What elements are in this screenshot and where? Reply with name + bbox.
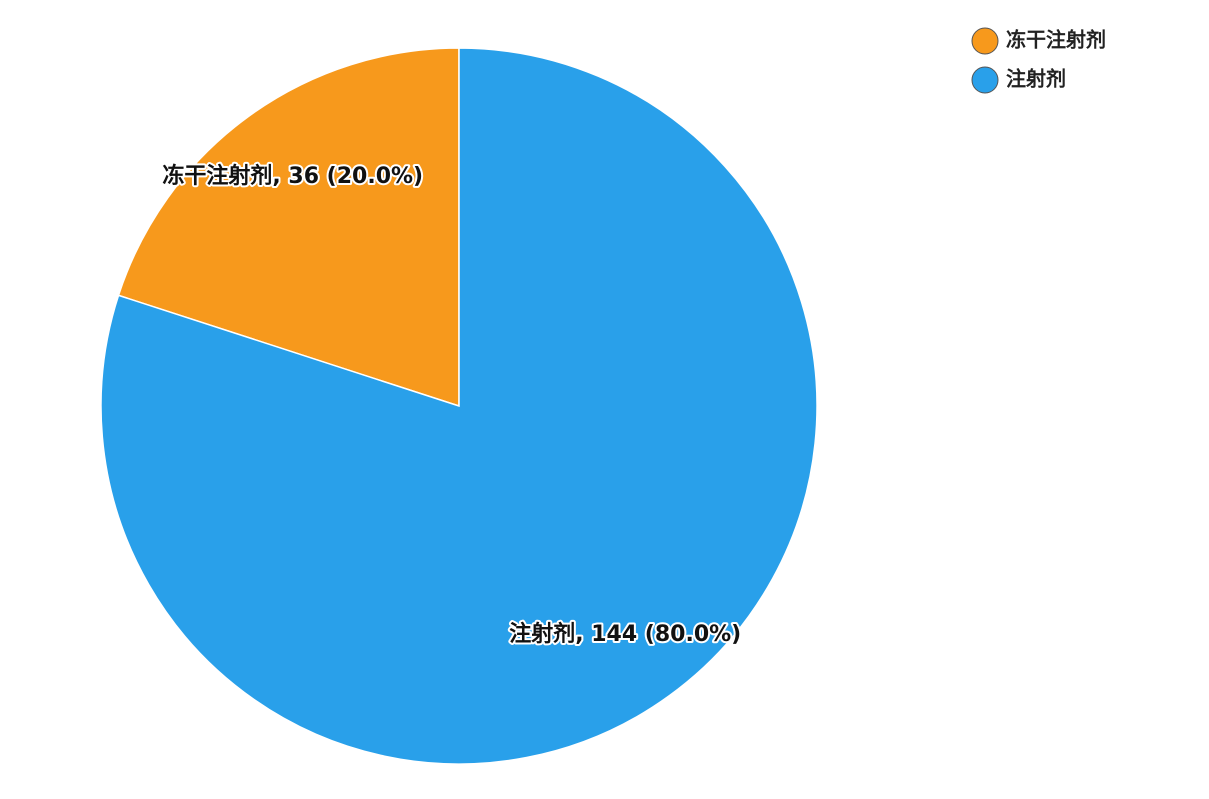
pie-slice bbox=[100, 47, 818, 765]
legend-label: 注射剂 bbox=[1006, 67, 1066, 91]
legend-marker bbox=[971, 66, 999, 94]
slice-label: 注射剂, 144 (80.0%) bbox=[509, 621, 741, 647]
pie-slice bbox=[117, 47, 460, 408]
legend-label: 冻干注射剂 bbox=[1006, 28, 1106, 52]
legend-marker bbox=[971, 27, 999, 55]
slice-label: 冻干注射剂, 36 (20.0%) bbox=[162, 163, 423, 189]
